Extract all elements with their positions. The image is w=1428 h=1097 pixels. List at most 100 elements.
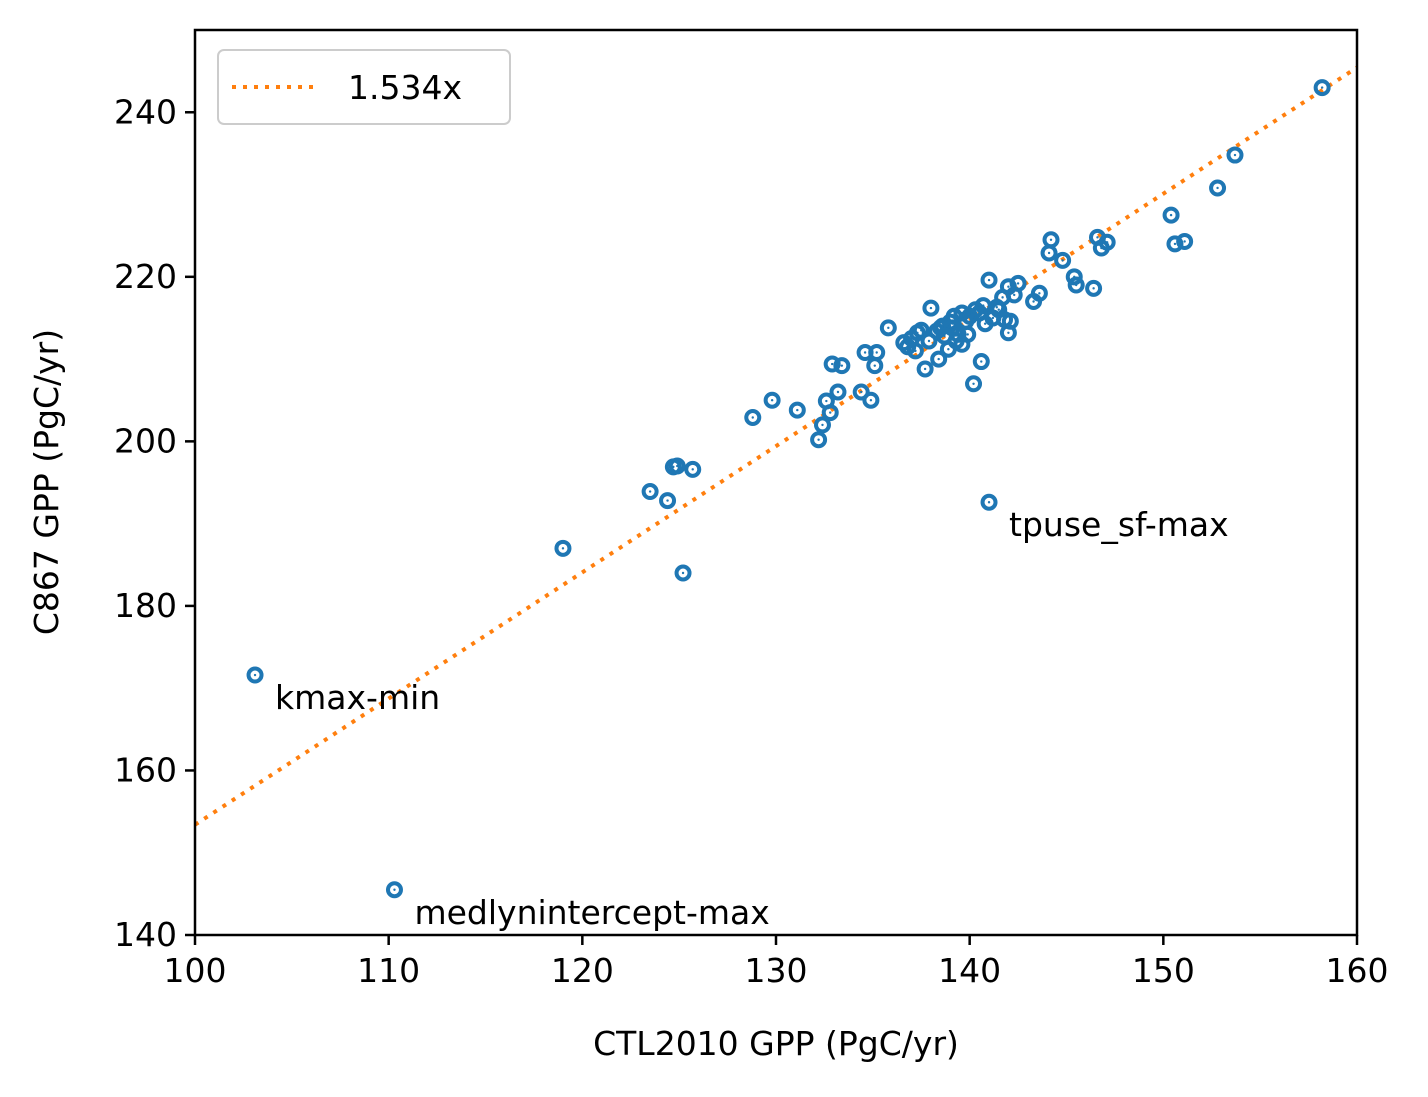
data-point-center [860,390,863,394]
data-point-center [1105,241,1109,244]
data-point [813,416,831,434]
data-point [1313,79,1331,97]
x-tick-label: 150 [1132,951,1195,990]
x-tick-label: 110 [357,951,420,990]
data-point [1209,179,1227,197]
data-point [972,353,990,371]
legend: 1.534x [217,49,511,125]
data-point [641,483,659,501]
data-point-center [1173,242,1177,246]
x-tick-label: 160 [1326,951,1389,990]
data-point-center [1007,285,1010,288]
x-axis-label: CTL2010 GPP (PgC/yr) [593,1024,959,1063]
data-point [862,391,880,409]
data-point [668,457,686,475]
data-point [659,492,677,510]
x-tick-label: 130 [745,951,808,990]
data-point-center [869,399,873,402]
data-point-center [875,351,878,354]
data-point-center [929,306,933,310]
data-point [1025,293,1043,310]
data-point-center [1183,240,1186,243]
data-point [852,383,870,401]
data-point-center [1032,300,1035,303]
y-tick-label: 240 [114,92,177,131]
data-point [1040,244,1058,262]
y-axis-label: C867 GPP (PgC/yr) [27,329,66,635]
data-point-center [960,343,964,346]
x-tick-label: 140 [938,951,1001,990]
y-tick-label: 140 [114,915,177,954]
data-point [763,391,781,409]
data-point-center [1320,86,1324,89]
data-point-center [561,547,565,550]
data-point-center [648,490,652,493]
data-point-center [983,322,987,325]
y-tick-label: 200 [114,421,177,460]
data-point-center [995,306,998,309]
data-point [810,431,828,449]
data-point-center [830,362,834,366]
data-point-center [863,351,867,354]
data-point [980,271,998,289]
data-point-center [393,888,396,891]
data-point [829,383,847,401]
data-point-center [817,438,820,441]
data-point-center [923,367,927,371]
annotation-label: tpuse_sf-max [1009,505,1229,544]
data-point-center [1003,318,1006,321]
data-point-center [829,411,832,414]
data-point-center [825,399,828,403]
data-point-center [991,316,995,320]
data-point-center [1038,292,1041,295]
data-point-center [966,333,969,336]
data-point [866,357,884,375]
data-point [965,375,983,393]
data-point-center [691,468,694,471]
data-point [1085,279,1103,297]
data-point-center [1047,251,1051,255]
data-point [856,344,874,362]
annotation-label: kmax-min [275,678,440,717]
y-tick-label: 220 [114,257,177,296]
data-point [916,360,934,378]
x-tick-label: 100 [164,951,227,990]
data-point-center [1007,331,1010,334]
data-point-center [947,348,950,351]
data-point [895,334,913,352]
data-point [1067,276,1085,294]
data-point [959,325,977,343]
data-point-center [997,308,1000,311]
data-point-center [914,349,917,353]
data-point [1054,251,1072,269]
data-point-center [972,382,975,385]
data-point [1098,233,1116,251]
data-point [994,288,1012,306]
data-point-center [681,571,685,575]
data-point-center [902,341,906,344]
y-tick-label: 180 [114,586,177,625]
data-point [976,315,994,333]
data-point-center [676,464,679,468]
data-point [821,404,839,422]
data-point [823,355,841,373]
data-point [788,401,806,419]
data-point [833,357,851,375]
data-point-center [1013,293,1016,297]
data-point [246,666,264,684]
axes: 100 110 120 130 140 150 160 140 160 180 200 220 240 [114,28,1389,990]
data-point-center [1233,153,1237,157]
data-point-center [980,360,983,363]
data-point [385,881,403,899]
data-point-center [887,326,890,330]
data-point [1176,232,1194,250]
data-point-center [1092,287,1095,290]
data-point [1226,146,1244,164]
data-point-center [796,408,799,412]
data-point-center [666,499,669,502]
data-point [935,327,953,345]
x-tick-label: 120 [551,951,614,990]
data-point-center [1016,282,1020,285]
